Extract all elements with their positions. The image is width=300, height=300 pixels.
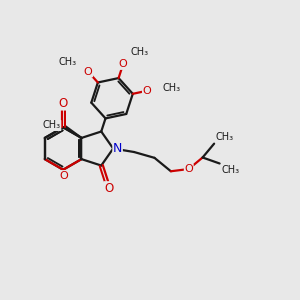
Text: CH₃: CH₃ [58,57,76,67]
Text: CH₃: CH₃ [216,132,234,142]
Text: CH₃: CH₃ [163,83,181,93]
Text: CH₃: CH₃ [43,121,61,130]
Text: O: O [104,182,113,195]
Text: O: O [142,86,151,96]
Text: O: O [84,67,93,77]
Text: O: O [119,59,128,69]
Text: N: N [113,142,122,155]
Text: O: O [59,171,68,181]
Text: CH₃: CH₃ [222,165,240,175]
Text: O: O [184,164,193,174]
Text: O: O [58,97,68,110]
Text: CH₃: CH₃ [130,47,148,57]
